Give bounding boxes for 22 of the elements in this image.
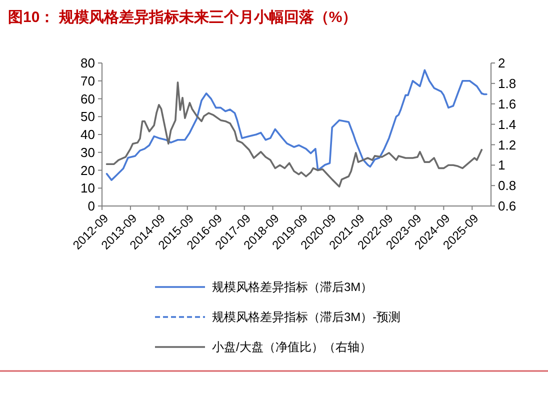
y2-tick-label: 2 [498, 56, 506, 71]
legend-label: 小盘/大盘（净值比）（右轴） [212, 340, 372, 354]
y-tick-label: 60 [80, 91, 95, 106]
legend-label: 规模风格差异指标（滞后3M） [212, 280, 373, 294]
y-tick-label: 10 [80, 180, 95, 196]
y2-tick-label: 1.4 [498, 116, 516, 132]
y-tick-label: 30 [80, 144, 95, 160]
chart-title: 图10： 规模风格差异指标未来三个月小幅回落（%） [8, 9, 358, 26]
y2-tick-label: 1.6 [498, 96, 516, 112]
line-series [106, 82, 483, 188]
y2-tick-label: 1 [498, 158, 506, 173]
y2-tick-label: 1.8 [498, 76, 516, 91]
y2-tick-label: 1.2 [498, 137, 516, 152]
y2-tick-label: 0.8 [498, 178, 516, 194]
y-tick-label: 40 [80, 127, 95, 142]
y-tick-label: 70 [80, 73, 95, 88]
y2-tick-label: 0.6 [498, 198, 516, 214]
y-tick-label: 80 [80, 56, 95, 71]
y-tick-label: 0 [88, 198, 95, 214]
legend-label: 规模风格差异指标（滞后3M）-预测 [212, 310, 401, 324]
y-tick-label: 50 [80, 109, 95, 124]
y-tick-label: 20 [80, 162, 95, 178]
